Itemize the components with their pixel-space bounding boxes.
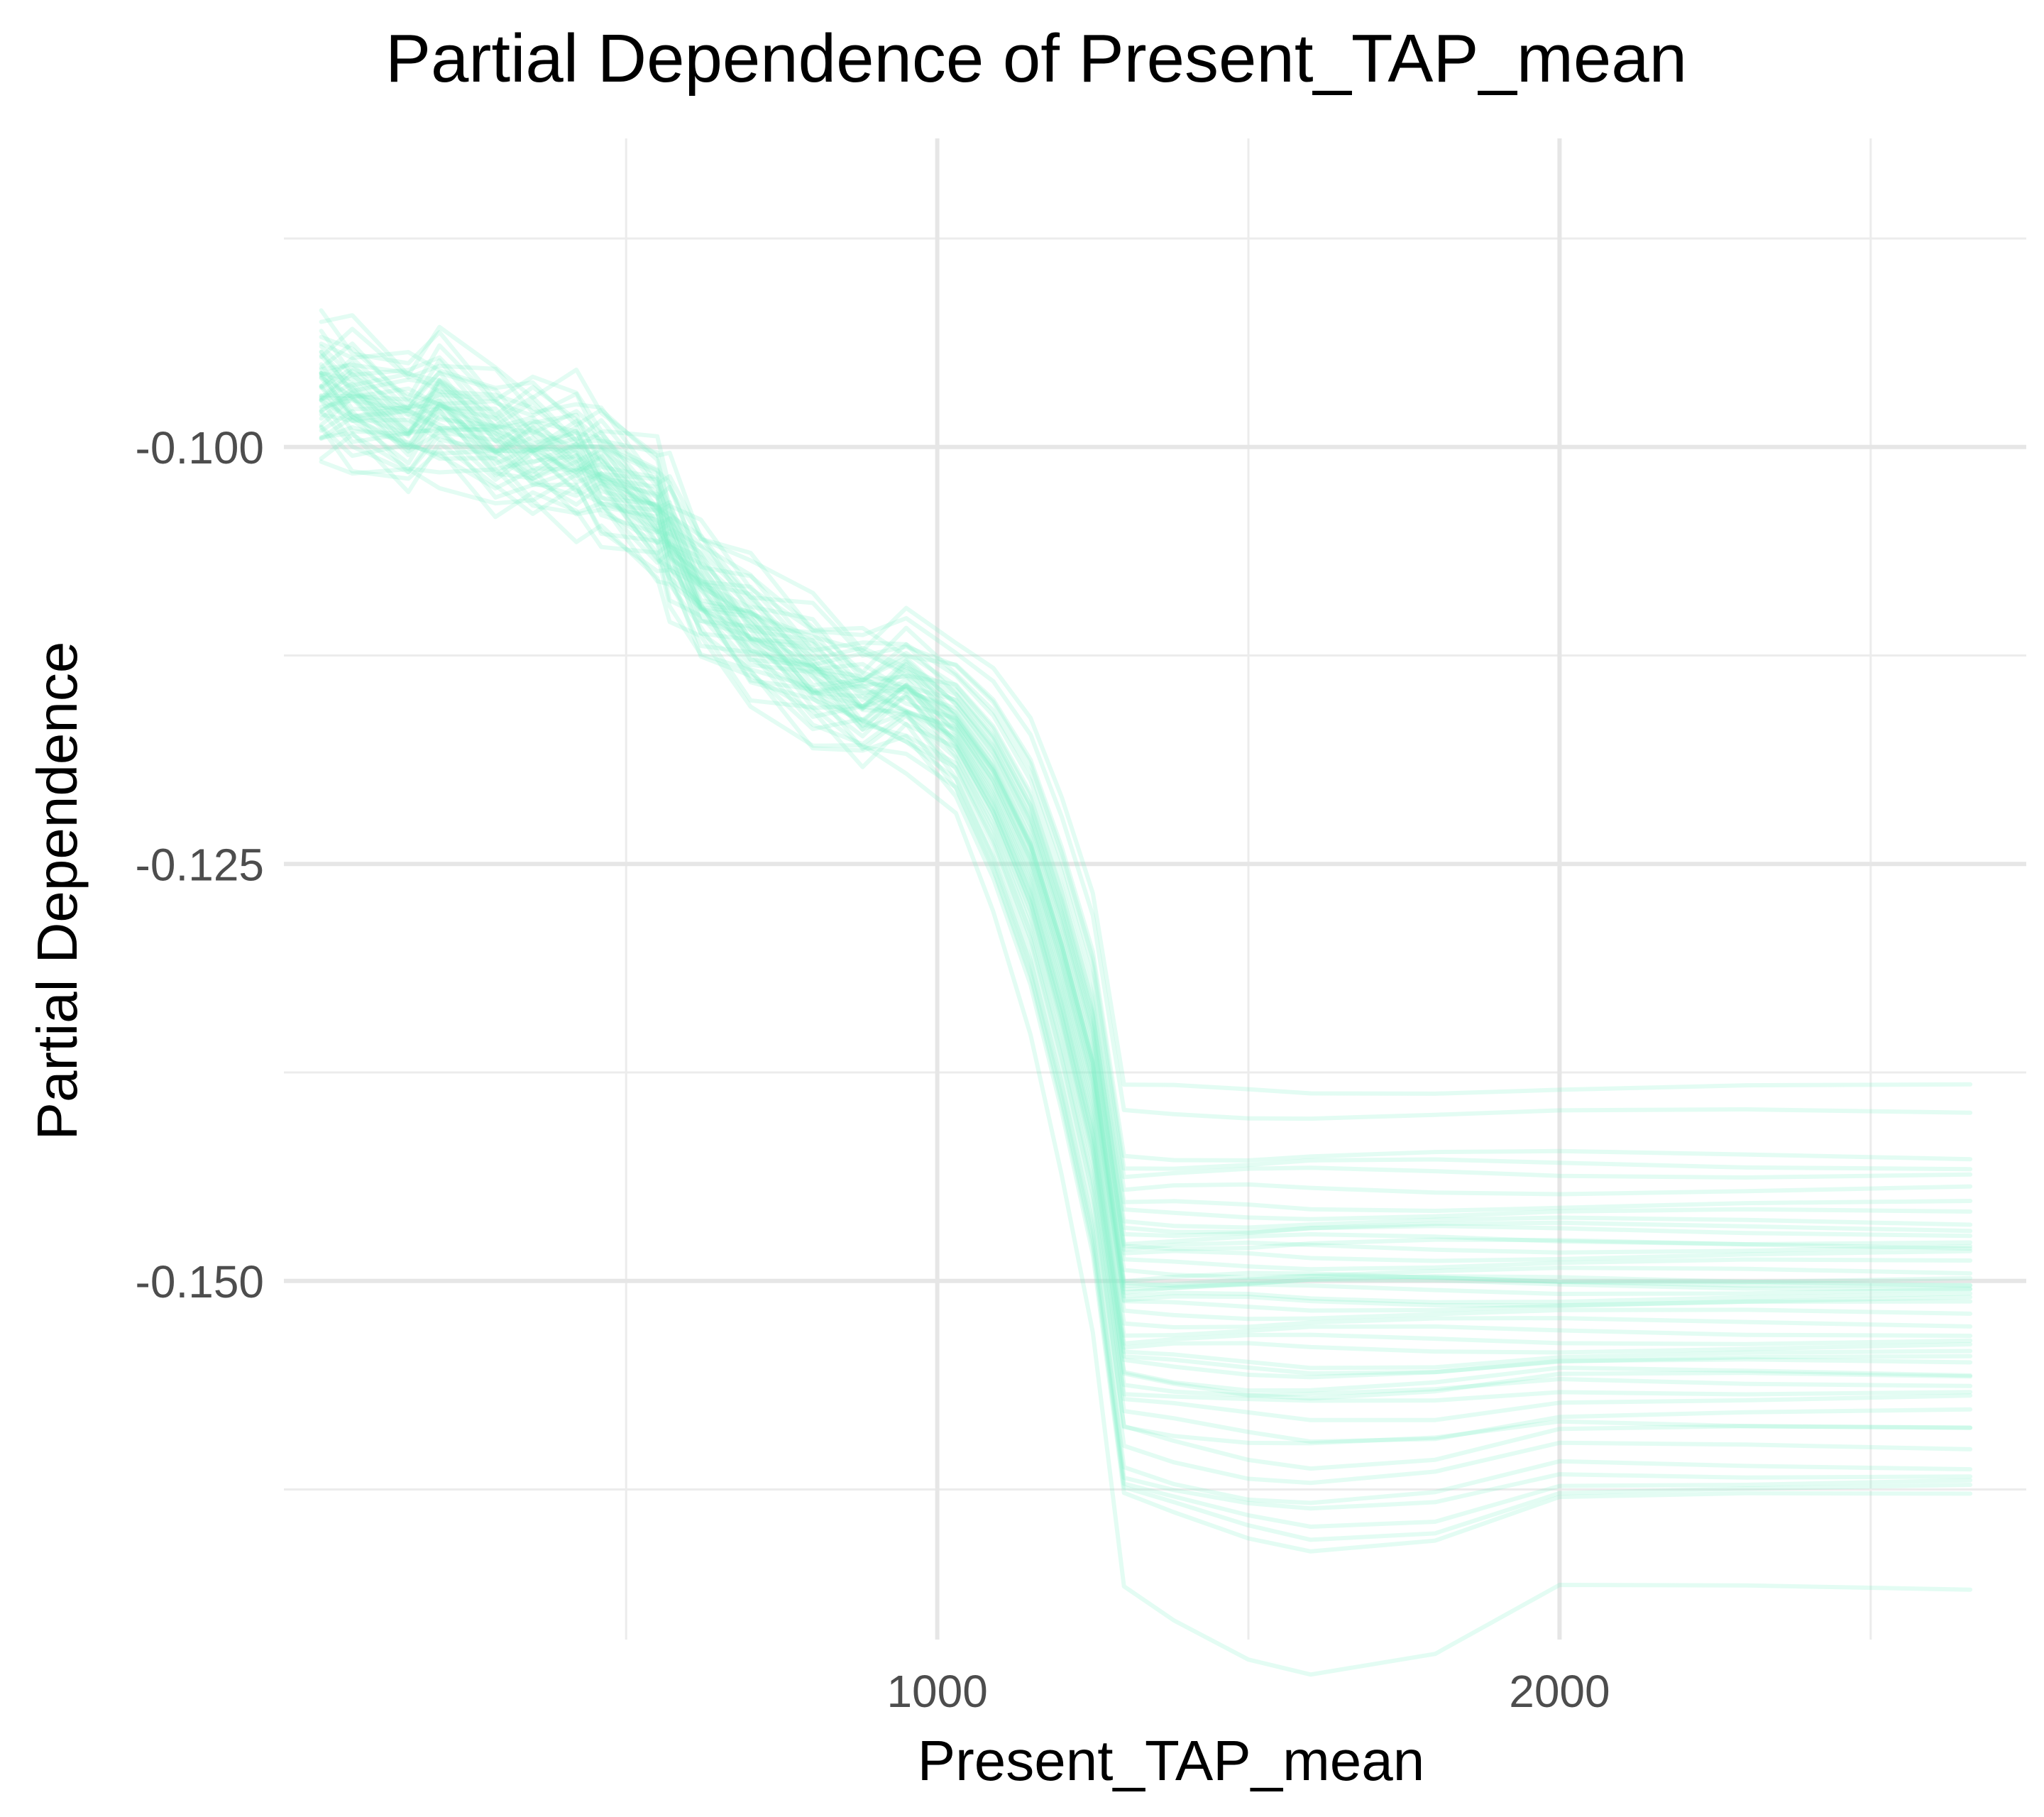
ice-line [319, 398, 1973, 1444]
ice-line [319, 344, 1973, 1230]
ice-line [319, 334, 1973, 1180]
ice-line [319, 392, 1973, 1329]
x-axis-label: Present_TAP_mean [918, 1729, 1424, 1792]
ice-line [319, 395, 1973, 1380]
ice-line [319, 409, 1973, 1505]
ice-line [319, 371, 1973, 1285]
ice-line [319, 395, 1973, 1403]
ice-lines-layer [319, 308, 1973, 1677]
x-tick-label: 1000 [886, 1666, 987, 1717]
tick-labels-layer: 1000 2000 -0.100 -0.125 -0.150 [136, 422, 1610, 1717]
ice-line [319, 381, 1973, 1338]
chart-title: Partial Dependence of Present_TAP_mean [385, 21, 1687, 97]
ice-line [319, 371, 1973, 1305]
y-tick-label: -0.125 [136, 839, 264, 890]
ice-line [319, 370, 1973, 1313]
ice-line [319, 370, 1973, 1292]
ice-line [319, 397, 1973, 1308]
grid-layer [284, 138, 2026, 1640]
y-tick-label: -0.100 [136, 422, 264, 473]
x-tick-label: 2000 [1509, 1666, 1610, 1717]
ice-line [319, 425, 1973, 1554]
ice-line [319, 384, 1973, 1393]
ice-line [319, 353, 1973, 1239]
ice-line [319, 432, 1973, 1529]
ice-line [319, 313, 1973, 1096]
y-axis-label: Partial Dependence [26, 642, 89, 1141]
ice-line [319, 308, 1973, 1121]
ice-line [319, 349, 1973, 1263]
ice-line [319, 341, 1973, 1163]
ice-line [319, 375, 1973, 1322]
ice-line [319, 361, 1973, 1255]
ice-line [319, 326, 1973, 1172]
ice-line [319, 383, 1973, 1401]
ice-line [319, 412, 1973, 1398]
ice-line [319, 329, 1973, 1197]
ice-line [319, 394, 1973, 1355]
ice-line [319, 363, 1973, 1213]
ice-line [319, 375, 1973, 1272]
ice-line [319, 431, 1973, 1542]
ice-line [319, 370, 1973, 1288]
ice-line [319, 362, 1973, 1288]
ice-line [319, 424, 1973, 1511]
ice-line [319, 409, 1973, 1486]
ice-line [319, 390, 1973, 1371]
ice-line [319, 349, 1973, 1234]
ice-line [319, 368, 1973, 1280]
ice-line [319, 425, 1973, 1471]
ice-line [319, 393, 1973, 1296]
ice-line [319, 415, 1973, 1446]
y-tick-label: -0.150 [136, 1256, 264, 1307]
ice-line [319, 356, 1973, 1251]
ice-line [319, 373, 1973, 1346]
ice-line [319, 341, 1973, 1222]
ice-line [319, 366, 1973, 1246]
ice-line [319, 397, 1973, 1422]
ice-line [319, 459, 1973, 1677]
ice-line [319, 386, 1973, 1376]
